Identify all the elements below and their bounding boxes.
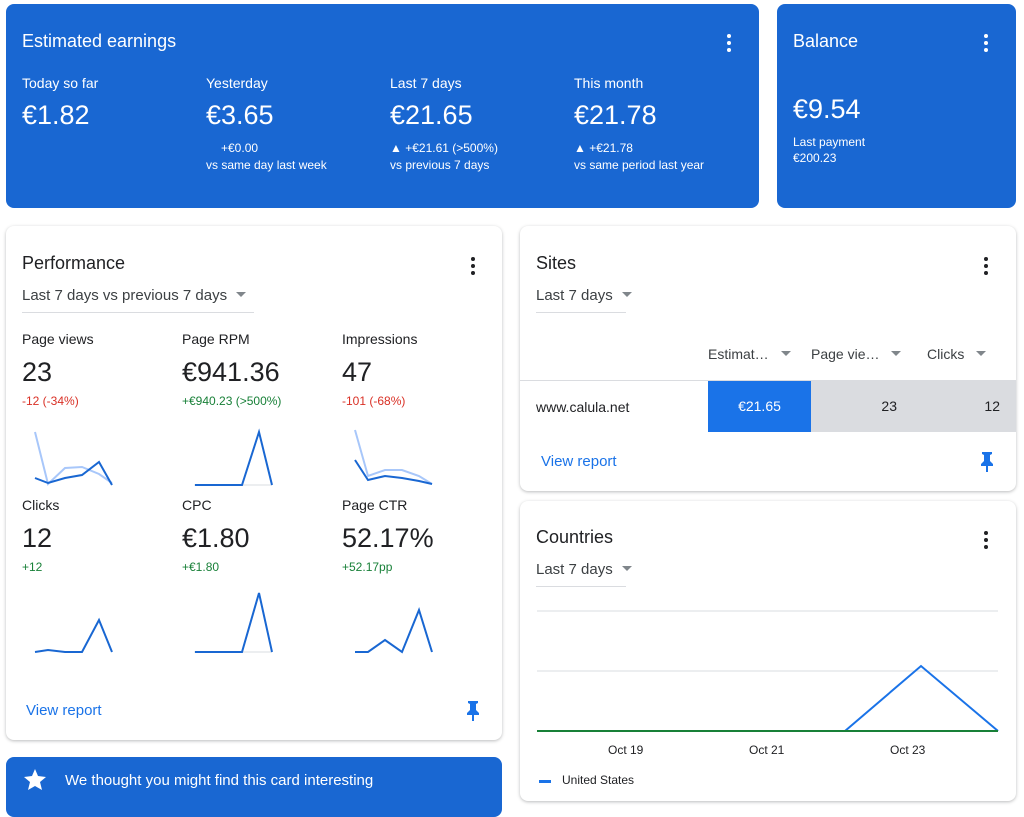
card-title: Sites: [536, 253, 577, 273]
sparkline: [194, 592, 273, 653]
earnings-card: Estimated earnings Today so far €1.82 Ye…: [6, 4, 759, 208]
date-range-dropdown[interactable]: Last 7 days: [536, 287, 626, 313]
page: Estimated earnings Today so far €1.82 Ye…: [0, 0, 1024, 782]
sparkline: [194, 428, 273, 486]
metric-label: Today so far: [22, 75, 99, 91]
metric-value: 52.17%: [342, 523, 434, 553]
card-title: Estimated earnings: [22, 31, 177, 51]
legend-label: United States: [562, 773, 635, 787]
sparkline: [354, 429, 433, 485]
metric-value: 47: [342, 357, 373, 387]
card-title: Countries: [536, 527, 614, 547]
metric-label: Yesterday: [206, 75, 268, 91]
metric-change: +€940.23 (>500%): [182, 394, 282, 408]
balance-value: €9.54: [793, 94, 861, 124]
metric-label: Last 7 days: [390, 75, 462, 91]
x-tick-label: Oct 19: [608, 743, 644, 757]
menu-button[interactable]: [470, 256, 476, 276]
metric-value: 23: [22, 357, 53, 387]
last-payment-label: Last payment: [793, 135, 866, 149]
metric-change: -101 (-68%): [342, 394, 406, 408]
metric-label: Page CTR: [342, 497, 408, 513]
row-divider: [520, 380, 1016, 381]
suggestion-card: We thought you might find this card inte…: [6, 757, 502, 817]
sites-card: Sites Last 7 days Estimat… Page vie… Cli…: [520, 226, 1016, 491]
sparkline: [34, 617, 113, 653]
x-tick-label: Oct 21: [749, 743, 785, 757]
last-payment-value: €200.23: [793, 151, 837, 165]
column-header[interactable]: Clicks: [927, 346, 986, 362]
metric-change: ▲ +€21.78: [574, 141, 633, 155]
card-title: Balance: [793, 31, 859, 51]
countries-card: Countries Last 7 days Oct 19 Oct 21 Oct …: [520, 501, 1016, 801]
metric-value: €21.78: [574, 100, 657, 130]
metric-value: €21.65: [390, 100, 473, 130]
view-report-link[interactable]: View report: [26, 702, 102, 719]
metric-change: +12: [22, 560, 43, 574]
metric-change: +€0.00: [221, 141, 259, 155]
metric-label: Page RPM: [182, 331, 250, 347]
metric-value: €1.82: [22, 100, 90, 130]
metric-change: ▲ +€21.61 (>500%): [390, 141, 498, 155]
column-header[interactable]: Estimat…: [708, 346, 791, 362]
metric-comparison: vs previous 7 days: [390, 158, 490, 172]
metric-label: CPC: [182, 497, 212, 513]
balance-card: Balance €9.54 Last payment €200.23: [777, 4, 1016, 208]
cell-page-views: 23: [881, 398, 897, 414]
metric-value: €1.80: [182, 523, 250, 553]
metric-change: -12 (-34%): [22, 394, 79, 408]
metric-label: Impressions: [342, 331, 418, 347]
date-range-dropdown[interactable]: Last 7 days: [536, 561, 626, 587]
country-chart: [537, 610, 999, 732]
date-range-dropdown[interactable]: Last 7 days vs previous 7 days: [22, 287, 255, 313]
metric-value: 12: [22, 523, 53, 553]
metric-change: +52.17pp: [342, 560, 393, 574]
cell-clicks: 12: [984, 398, 1000, 414]
metric-comparison: vs same day last week: [206, 158, 327, 172]
menu-button[interactable]: [983, 530, 989, 550]
menu-button[interactable]: [983, 256, 989, 276]
pin-button[interactable]: [979, 452, 995, 472]
star-icon: [24, 769, 46, 790]
performance-card: Performance Last 7 days vs previous 7 da…: [6, 226, 502, 740]
cell-background: [811, 381, 1016, 432]
metric-label: Clicks: [22, 497, 60, 513]
column-header[interactable]: Page vie…: [811, 346, 901, 362]
metric-value: €941.36: [182, 357, 280, 387]
sparkline: [34, 431, 113, 486]
x-tick-label: Oct 23: [890, 743, 926, 757]
metric-comparison: vs same period last year: [574, 158, 705, 172]
view-report-link[interactable]: View report: [541, 453, 617, 470]
suggestion-text: We thought you might find this card inte…: [65, 772, 374, 789]
metric-label: This month: [574, 75, 644, 91]
metric-change: +€1.80: [182, 560, 220, 574]
card-title: Performance: [22, 253, 126, 273]
menu-button[interactable]: [726, 33, 732, 53]
menu-button[interactable]: [983, 33, 989, 53]
metric-label: Page views: [22, 331, 94, 347]
cell-earnings: €21.65: [708, 381, 811, 432]
site-name: www.calula.net: [536, 399, 630, 415]
metric-value: €3.65: [206, 100, 274, 130]
sparkline: [355, 607, 433, 654]
pin-button[interactable]: [465, 701, 481, 721]
